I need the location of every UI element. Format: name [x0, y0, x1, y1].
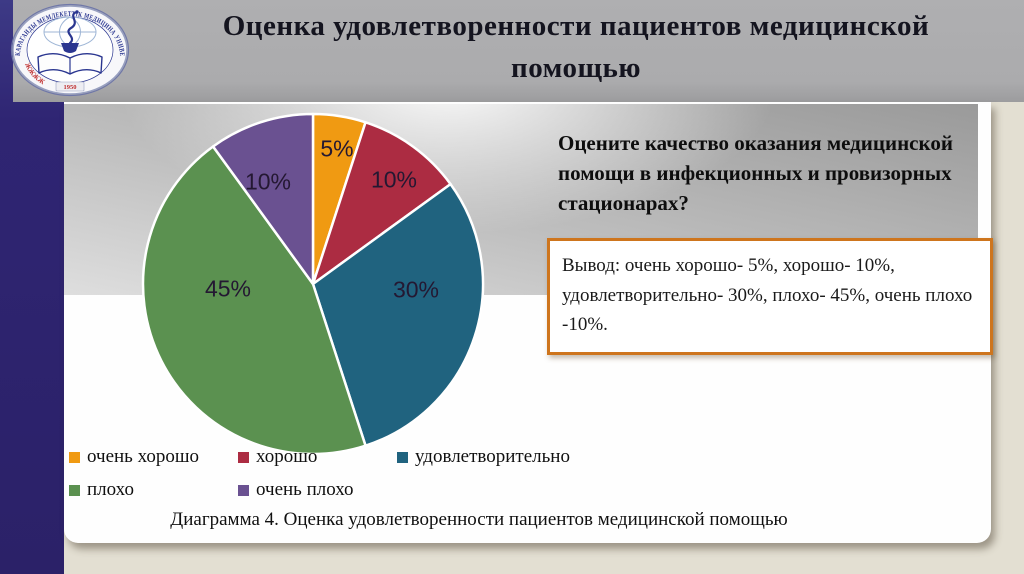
- pie-chart: [141, 112, 485, 456]
- pie-slice-4: [211, 112, 315, 286]
- title-band: Оценка удовлетворенности пациентов медиц…: [13, 0, 1024, 102]
- pie-label-very-bad: 10%: [244, 168, 292, 195]
- logo-outer-ring: [10, 3, 130, 97]
- legend-item-very-good: очень хорошо: [69, 446, 199, 467]
- legend-swatch-satisfactory: [397, 451, 408, 463]
- pie-slice-1: [311, 121, 452, 286]
- conclusion-line-2: удовлетворительно- 30%, плохо- 45%, очен…: [562, 284, 973, 306]
- legend-swatch-good: [238, 451, 249, 463]
- chart-caption: Диаграмма 4. Оценка удовлетворенности па…: [170, 509, 788, 530]
- legend-label-very-bad: очень плохо: [256, 479, 354, 500]
- slide-title-line-1: Оценка удовлетворенности пациентов медиц…: [222, 10, 930, 42]
- question-text: Оцените качество оказания медицинской по…: [558, 128, 988, 218]
- hygieia-cup-snake-icon: [61, 10, 79, 53]
- legend-swatch-bad: [69, 484, 80, 496]
- open-book-icon: [37, 53, 103, 75]
- pie-label-very-good: 5%: [320, 135, 354, 162]
- question-line-3: стационарах?: [558, 191, 689, 215]
- legend-item-good: хорошо: [238, 446, 318, 467]
- conclusion-text: Вывод: очень хорошо- 5%, хорошо- 10%, уд…: [550, 241, 990, 340]
- question-line-2: помощи в инфекционных и провизорных: [558, 161, 952, 185]
- slide-title: Оценка удовлетворенности пациентов медиц…: [153, 5, 999, 89]
- logo-year-banner: [55, 81, 85, 92]
- legend-item-bad: плохо: [69, 479, 134, 500]
- logo-year: 1950: [64, 84, 77, 91]
- legend-item-very-bad: очень плохо: [238, 479, 354, 500]
- university-logo: КАРАГАНДЫ МЕМЛЕКЕТТІК МЕДИЦИНА УНИВЕРСИТ…: [8, 2, 130, 97]
- legend-label-very-good: очень хорошо: [87, 446, 199, 467]
- pie-label-satisfactory: 30%: [392, 276, 440, 303]
- conclusion-line-3: -10%.: [562, 314, 608, 335]
- pie-label-good: 10%: [370, 166, 418, 193]
- legend-label-good: хорошо: [256, 446, 318, 467]
- conclusion-box: Вывод: очень хорошо- 5%, хорошо- 10%, уд…: [547, 238, 993, 355]
- pie-slice-3: [141, 145, 367, 456]
- legend-swatch-very-good: [69, 451, 80, 463]
- legend-label-bad: плохо: [87, 479, 134, 500]
- legend-item-satisfactory: удовлетворительно: [397, 446, 570, 467]
- pie-label-bad: 45%: [204, 275, 252, 302]
- question-line-1: Оцените качество оказания медицинской: [558, 131, 953, 155]
- slide-title-line-2: помощью: [510, 52, 641, 84]
- legend-label-satisfactory: удовлетворительно: [415, 446, 570, 467]
- legend-swatch-very-bad: [238, 484, 249, 496]
- pie-slice-2: [311, 182, 485, 447]
- conclusion-line-1: Вывод: очень хорошо- 5%, хорошо- 10%,: [562, 255, 895, 276]
